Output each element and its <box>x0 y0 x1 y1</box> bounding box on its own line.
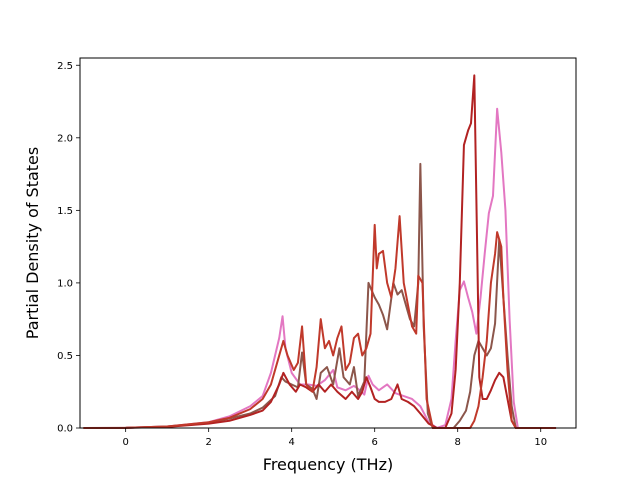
y-axis-ticks: 0.0 0.5 1.0 1.5 2.0 2.5 <box>57 61 80 435</box>
y-tick-label: 0.0 <box>57 424 73 435</box>
x-tick-label: 0 <box>122 437 128 448</box>
y-tick-label: 0.5 <box>57 351 73 362</box>
y-tick-label: 2.5 <box>57 61 73 72</box>
series-layer <box>83 74 557 429</box>
x-tick-label: 10 <box>534 437 547 448</box>
x-axis-ticks: 0 2 4 6 8 10 <box>122 428 547 448</box>
y-tick-label: 2.0 <box>57 133 73 144</box>
series-line-4 <box>83 215 557 429</box>
x-tick-label: 8 <box>455 437 461 448</box>
series-line-1 <box>83 107 557 429</box>
y-tick-label: 1.5 <box>57 206 73 217</box>
series-line-3 <box>83 74 557 429</box>
y-axis-label: Partial Density of States <box>23 147 42 339</box>
x-tick-label: 4 <box>288 437 294 448</box>
x-tick-label: 6 <box>372 437 378 448</box>
x-tick-label: 2 <box>205 437 211 448</box>
plot-frame <box>79 57 577 429</box>
y-tick-label: 1.0 <box>57 278 73 289</box>
x-axis-label: Frequency (THz) <box>263 455 393 474</box>
